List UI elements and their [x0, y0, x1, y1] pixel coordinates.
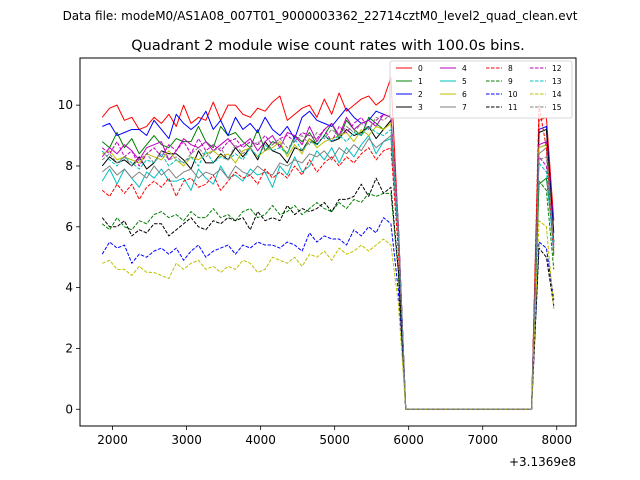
legend-label-4: 4 [462, 64, 467, 73]
x-tick-label: 6000 [393, 433, 424, 447]
x-tick-label: 7000 [467, 433, 498, 447]
y-tick-label: 2 [65, 341, 73, 355]
series-line-8 [101, 104, 555, 410]
chart-title: Quadrant 2 module wise count rates with … [131, 38, 525, 54]
y-tick-label: 4 [65, 281, 73, 295]
legend-label-10: 10 [508, 90, 518, 99]
legend-label-5: 5 [462, 77, 467, 86]
series-line-11 [101, 177, 555, 410]
x-tick-label: 3000 [171, 433, 202, 447]
axes-frame [79, 57, 577, 427]
x-axis-offset-label: +3.1369e8 [509, 455, 576, 469]
x-tick-label: 8000 [541, 433, 572, 447]
y-tick-label: 6 [65, 220, 73, 234]
legend-label-2: 2 [418, 90, 423, 99]
series-line-9 [101, 180, 555, 410]
series-line-14 [102, 220, 555, 410]
series-layer [101, 77, 555, 410]
legend-label-12: 12 [552, 64, 562, 73]
legend-label-9: 9 [508, 77, 513, 86]
legend-label-7: 7 [462, 103, 467, 112]
x-tick-label: 4000 [245, 433, 276, 447]
legend-box [389, 60, 573, 119]
legend-label-1: 1 [418, 77, 423, 86]
x-axis: 2000 3000 4000 5000 6000 7000 8000 [97, 426, 572, 447]
y-tick-label: 0 [65, 402, 73, 416]
x-tick-label: 2000 [97, 433, 128, 447]
legend-label-8: 8 [508, 64, 513, 73]
y-tick-label: 8 [65, 159, 73, 173]
series-line-13 [101, 125, 555, 410]
legend-label-6: 6 [462, 90, 467, 99]
series-line-15 [101, 113, 555, 410]
x-tick-label: 5000 [319, 433, 350, 447]
legend-label-13: 13 [552, 77, 562, 86]
legend-label-3: 3 [418, 103, 423, 112]
legend-label-14: 14 [552, 90, 562, 99]
figure-suptitle: Data file: modeM0/AS1A08_007T01_90000033… [63, 9, 578, 23]
y-tick-label: 10 [58, 98, 73, 112]
legend-label-15: 15 [552, 103, 562, 112]
series-line-10 [101, 217, 555, 410]
legend-label-11: 11 [508, 103, 518, 112]
y-axis: 0 2 4 6 8 10 [58, 98, 80, 416]
legend-label-0: 0 [418, 64, 423, 73]
